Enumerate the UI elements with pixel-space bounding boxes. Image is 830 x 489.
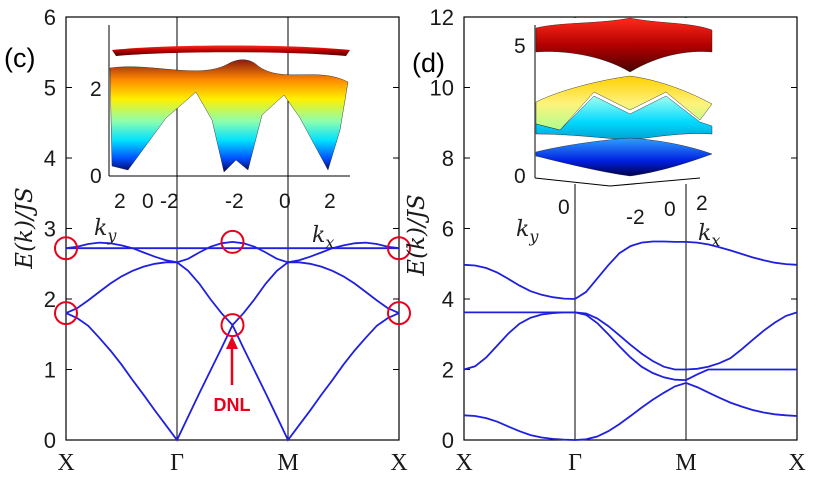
inset-c-xt-l0: 2 (114, 190, 126, 213)
y-tick-label: 6 (44, 5, 56, 30)
y-tick-label: 4 (44, 146, 56, 171)
y-tick-label: 0 (442, 428, 454, 453)
y-tick-label: 3 (44, 217, 56, 242)
degeneracy-marker (387, 236, 411, 261)
inset-d-zt1: 5 (514, 35, 526, 58)
band-1 (463, 240, 798, 300)
y-ticks-c: 0 1 2 3 4 5 6 (44, 5, 399, 453)
inset-c-main-band (109, 59, 349, 173)
inset-d-xt-r2: 2 (696, 192, 708, 215)
inset-c-top-band (112, 45, 350, 56)
inset-d-kx: kx (698, 221, 720, 250)
inset-c-zt0: 0 (90, 165, 102, 188)
dnl-arrow-head (226, 336, 238, 349)
x-tick-label: X (788, 450, 805, 476)
band-2 (65, 240, 400, 264)
band-4 (463, 381, 798, 441)
y-axis-label-d: E(k)/JS (404, 194, 430, 276)
y-tick-label: 5 (44, 76, 56, 101)
degeneracy-marker (54, 236, 78, 261)
inset-d: 0 5 0 -2 0 2 ky kx (514, 17, 720, 250)
band-4 (65, 312, 400, 442)
band-3 (65, 261, 400, 327)
inset-d-top-band (535, 17, 713, 73)
inset-d-cyan-band (535, 95, 713, 141)
band-lines-c (65, 240, 400, 442)
band-3 (463, 311, 797, 382)
inset-d-yellow-band (535, 75, 713, 131)
inset-c: 0 2 2 0 -2 -2 0 2 ky kx (90, 25, 350, 252)
degeneracy-marker (387, 301, 411, 326)
band-2 (464, 311, 798, 371)
x-tick-label: X (57, 450, 74, 476)
degeneracy-markers-c (54, 229, 411, 338)
inset-d-blue-band (535, 137, 713, 177)
inset-d-base (534, 177, 611, 187)
y-tick-label: 0 (44, 428, 56, 453)
degeneracy-marker (220, 313, 245, 338)
inset-d-ky: ky (516, 217, 539, 246)
y-tick-label: 2 (44, 287, 56, 312)
inset-d-xt-l0: 0 (558, 196, 570, 219)
x-tick-label: X (390, 450, 407, 476)
degeneracy-marker (54, 301, 78, 326)
panel-label-d: (d) (412, 48, 445, 78)
y-tick-label: 10 (430, 76, 454, 101)
y-tick-label: 2 (442, 358, 454, 383)
inset-c-xt-r0: -2 (225, 190, 244, 213)
x-tick-label: M (277, 450, 298, 476)
x-tick-label: M (675, 450, 696, 476)
inset-c-ky: ky (94, 216, 117, 245)
y-tick-label: 1 (44, 358, 56, 383)
y-tick-label: 6 (442, 217, 454, 242)
inset-d-zt0: 0 (514, 165, 526, 188)
inset-c-xt-l2: -2 (160, 190, 179, 213)
inset-d-xt-r0: -2 (626, 206, 645, 229)
x-tick-label: X (455, 450, 472, 476)
y-axis-label: E(k)/JS (12, 187, 38, 269)
y-tick-label: 12 (430, 5, 454, 30)
y-tick-label: 8 (442, 146, 454, 171)
x-tick-label: Γ (568, 450, 582, 476)
inset-c-kx: kx (312, 223, 334, 252)
inset-d-xt-r1: 0 (664, 198, 676, 221)
inset-c-xt-l1: 0 (142, 190, 154, 213)
inset-c-xt-r2: 2 (324, 190, 336, 213)
y-tick-label: 4 (442, 287, 454, 312)
dnl-label: DNL (214, 395, 251, 415)
degeneracy-marker (220, 229, 245, 254)
dnl-annotation: DNL (214, 336, 251, 415)
inset-d-base-r (609, 177, 701, 187)
inset-c-xt-r1: 0 (279, 190, 291, 213)
band-lines-d (463, 240, 798, 441)
x-tick-label: Γ (170, 450, 184, 476)
inset-c-zt1: 2 (90, 78, 102, 101)
panel-label-c: (c) (4, 43, 35, 73)
